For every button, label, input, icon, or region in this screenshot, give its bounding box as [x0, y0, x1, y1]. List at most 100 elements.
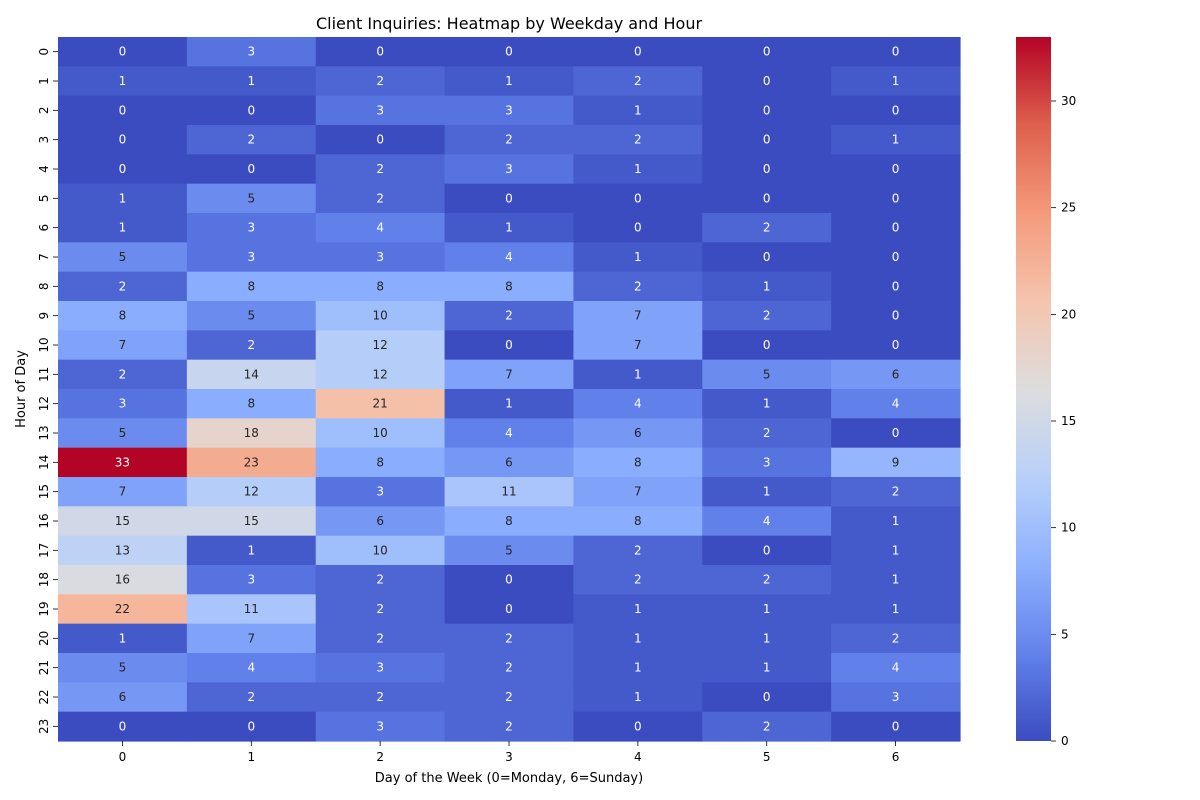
heatmap-cell: [831, 125, 961, 155]
cell-value-label: 3: [376, 719, 384, 733]
cell-value-label: 10: [373, 426, 388, 440]
heatmap-cell: [573, 477, 703, 507]
heatmap-cell: [58, 594, 188, 625]
heatmap-cell: [573, 213, 703, 243]
cell-value-label: 15: [115, 514, 130, 528]
cell-value-label: 2: [247, 133, 255, 147]
y-tick-label: 9: [37, 312, 51, 320]
cell-value-label: 5: [119, 426, 127, 440]
cell-value-label: 12: [244, 485, 259, 499]
heatmap-cell: [186, 682, 317, 713]
cell-value-label: 2: [634, 133, 642, 147]
cell-value-label: 8: [505, 514, 513, 528]
heatmap-cell: [58, 389, 188, 419]
cell-value-label: 0: [763, 133, 771, 147]
cell-value-label: 1: [763, 661, 771, 675]
cell-value-label: 1: [505, 221, 513, 235]
cell-value-label: 33: [115, 455, 130, 469]
cell-value-label: 2: [119, 367, 127, 381]
heatmap-cell: [702, 682, 832, 713]
cell-value-label: 0: [892, 162, 900, 176]
y-tick-label: 15: [37, 484, 51, 499]
colorbar-tick-label: 15: [1061, 414, 1076, 428]
heatmap-cell: [186, 535, 317, 566]
cell-value-label: 2: [247, 690, 255, 704]
cell-value-label: 8: [247, 397, 255, 411]
heatmap-cell: [58, 125, 188, 155]
colorbar-tick-label: 10: [1061, 521, 1076, 535]
heatmap-cell: [315, 682, 446, 713]
heatmap-cell: [831, 653, 961, 683]
y-tick-label: 22: [37, 689, 51, 704]
heatmap-cell: [444, 95, 575, 126]
cell-value-label: 0: [892, 250, 900, 264]
cell-value-label: 2: [247, 338, 255, 352]
cell-value-label: 0: [763, 45, 771, 59]
cell-value-label: 2: [763, 309, 771, 323]
heatmap-cell: [58, 506, 188, 537]
heatmap-cell: [831, 418, 961, 449]
heatmap-cell: [186, 66, 317, 97]
colorbar-tick-label: 5: [1061, 627, 1069, 641]
heatmap-cell: [315, 506, 446, 537]
heatmap-cell: [702, 535, 832, 566]
heatmap-cell: [315, 623, 446, 654]
cell-value-label: 1: [892, 514, 900, 528]
heatmap-cell: [831, 242, 961, 273]
heatmap-cell: [702, 330, 832, 361]
heatmap-cell: [315, 653, 446, 683]
cell-value-label: 12: [373, 367, 388, 381]
cell-value-label: 1: [634, 103, 642, 117]
cell-value-label: 2: [376, 191, 384, 205]
cell-value-label: 0: [505, 573, 513, 587]
cell-value-label: 1: [763, 631, 771, 645]
cell-value-label: 1: [892, 74, 900, 88]
heatmap-cell: [573, 711, 703, 742]
cell-value-label: 15: [244, 514, 259, 528]
heatmap-cell: [831, 330, 961, 361]
colorbar-tick-label: 25: [1061, 201, 1076, 215]
heatmap-cell: [315, 125, 446, 155]
heatmap-cell: [58, 66, 188, 97]
heatmap-cell: [573, 506, 703, 537]
y-tick-label: 5: [37, 195, 51, 203]
cell-value-label: 3: [505, 162, 513, 176]
cell-value-label: 0: [119, 45, 127, 59]
heatmap-cell: [444, 535, 575, 566]
heatmap-cell: [831, 682, 961, 713]
heatmap-cell: [58, 95, 188, 126]
heatmap-cell: [58, 653, 188, 683]
heatmap-cell: [573, 535, 703, 566]
cell-value-label: 1: [634, 602, 642, 616]
heatmap-cell: [702, 37, 832, 67]
heatmap-cell: [315, 154, 446, 185]
cell-value-label: 7: [634, 309, 642, 323]
heatmap-cell: [444, 359, 575, 390]
heatmap-cell: [702, 447, 832, 478]
cell-value-label: 0: [634, 221, 642, 235]
cell-value-label: 6: [119, 690, 127, 704]
y-tick-label: 16: [37, 513, 51, 528]
colorbar-gradient: [1016, 37, 1051, 741]
heatmap-cell: [186, 711, 317, 742]
y-tick-label: 18: [37, 572, 51, 587]
cell-value-label: 8: [119, 309, 127, 323]
cell-value-label: 0: [763, 191, 771, 205]
cell-value-label: 1: [505, 74, 513, 88]
y-tick-label: 13: [37, 425, 51, 440]
cell-value-label: 0: [376, 133, 384, 147]
heatmap-cell: [186, 37, 317, 67]
heatmap-cell: [702, 213, 832, 243]
cell-value-label: 0: [505, 602, 513, 616]
cell-value-label: 0: [892, 279, 900, 293]
cell-value-label: 12: [373, 338, 388, 352]
cell-value-label: 3: [119, 397, 127, 411]
heatmap-cell: [573, 301, 703, 331]
heatmap-cell: [831, 389, 961, 419]
heatmap-cell: [58, 271, 188, 302]
cell-value-label: 1: [634, 631, 642, 645]
cell-value-label: 3: [247, 45, 255, 59]
heatmap-cell: [58, 623, 188, 654]
cell-value-label: 0: [892, 45, 900, 59]
